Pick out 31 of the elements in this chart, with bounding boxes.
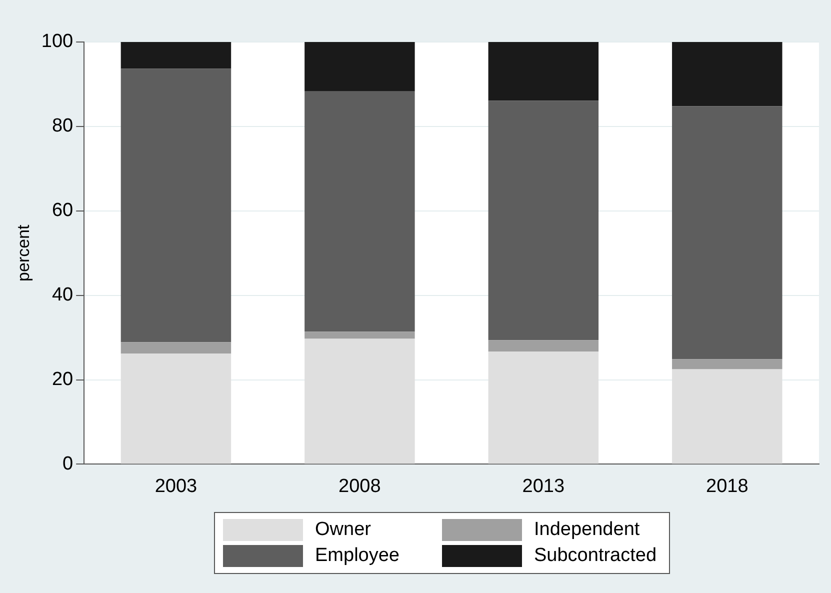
- y-tick-label: 0: [62, 453, 74, 474]
- x-tick-label: 2018: [706, 476, 748, 497]
- bar: [304, 332, 415, 339]
- bar: [120, 354, 232, 464]
- bar: [672, 369, 782, 464]
- x-tick-label: 2003: [154, 476, 198, 497]
- bar: [304, 91, 415, 332]
- bar: [304, 338, 415, 464]
- bar: [672, 106, 782, 360]
- bar: [488, 100, 599, 340]
- y-tick-label: 100: [41, 31, 74, 52]
- bar: [488, 351, 599, 464]
- bar: [120, 42, 232, 69]
- legend-label: Subcontracted: [534, 545, 657, 567]
- x-tick-label: 2008: [338, 476, 381, 497]
- y-tick-label: 20: [52, 368, 74, 390]
- bar: [120, 342, 232, 354]
- y-tick-label: 40: [52, 284, 74, 306]
- bar: [304, 42, 415, 92]
- x-tick-label: 2013: [522, 476, 565, 497]
- legend-label: Owner: [315, 519, 371, 541]
- y-tick-label: 60: [52, 200, 74, 222]
- legend-label: Employee: [315, 545, 400, 567]
- legend-label: Independent: [534, 519, 640, 541]
- y-axis-title: percent: [14, 224, 33, 282]
- bar: [672, 359, 782, 370]
- bar: [120, 68, 232, 342]
- bar: [488, 42, 599, 101]
- bar: [672, 42, 782, 106]
- bar: [488, 340, 599, 352]
- y-tick-label: 80: [52, 116, 74, 137]
